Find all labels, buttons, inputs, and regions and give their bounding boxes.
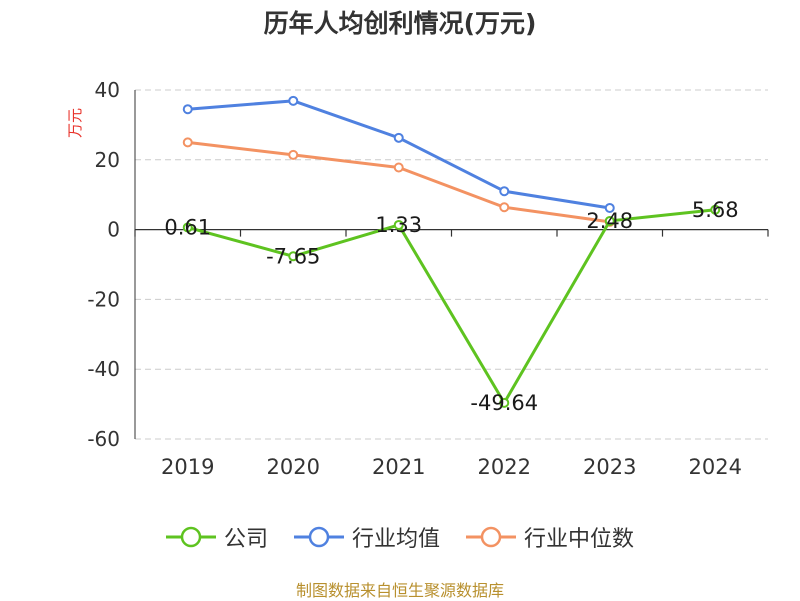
data-point (393, 132, 404, 143)
legend-marker-icon (165, 526, 216, 548)
y-tick-label: 0 (107, 218, 120, 242)
data-point (604, 202, 615, 213)
series-lines (182, 95, 721, 408)
legend-item[interactable]: 行业中位数 (466, 521, 634, 553)
grid-lines (135, 89, 768, 440)
y-tick-label: 40 (95, 78, 120, 102)
legend: 公司 行业均值 行业中位数 (0, 519, 800, 555)
y-tick-label: -40 (87, 357, 120, 381)
data-source-note: 制图数据来自恒生聚源数据库 (295, 581, 504, 600)
x-tick-label: 2024 (689, 455, 742, 479)
x-tick-label: 2019 (161, 455, 214, 479)
y-tick-label: -20 (87, 287, 120, 311)
x-tick-label: 2021 (372, 455, 425, 479)
data-point (604, 215, 615, 226)
data-point (499, 202, 510, 213)
data-label: -49.64 (470, 391, 538, 415)
data-point (182, 137, 193, 148)
chart-title: 历年人均创利情况(万元) (263, 9, 537, 38)
legend-item[interactable]: 公司 (165, 521, 268, 553)
data-point (710, 204, 721, 215)
legend-label: 行业中位数 (524, 527, 635, 552)
series-line (187, 208, 716, 405)
legend-label: 行业均值 (351, 527, 440, 552)
data-point (499, 397, 510, 408)
legend-marker-icon (293, 526, 344, 548)
data-point (288, 251, 299, 262)
x-tick-label: 2023 (583, 455, 636, 479)
series-line (187, 140, 610, 224)
legend-label: 公司 (223, 527, 268, 552)
data-point (288, 149, 299, 160)
data-point (288, 95, 299, 106)
data-point (393, 162, 404, 173)
axes: 40 20 0 -20 -40 -60 2019 2020 2021 2022 2023 2024 (87, 78, 769, 479)
x-tick-label: 2020 (267, 455, 320, 479)
data-labels: 0.61 -7.65 1.33 -49.64 2.48 5.68 (164, 198, 738, 415)
data-point (393, 219, 404, 230)
data-label: 0.61 (164, 215, 211, 239)
legend-marker-icon (466, 526, 516, 548)
legend-item[interactable]: 行业均值 (293, 521, 440, 553)
data-point (182, 222, 193, 233)
y-tick-label: -60 (87, 427, 120, 451)
data-label: -7.65 (266, 244, 320, 268)
y-axis-label: 万元 (66, 108, 84, 138)
series-line (187, 99, 610, 210)
data-label: 5.68 (692, 198, 739, 222)
data-point (182, 104, 193, 115)
x-tick-label: 2022 (478, 455, 531, 479)
data-label: 2.48 (586, 209, 633, 233)
data-label: 1.33 (375, 213, 422, 237)
y-tick-label: 20 (95, 148, 120, 172)
data-point (499, 186, 510, 197)
